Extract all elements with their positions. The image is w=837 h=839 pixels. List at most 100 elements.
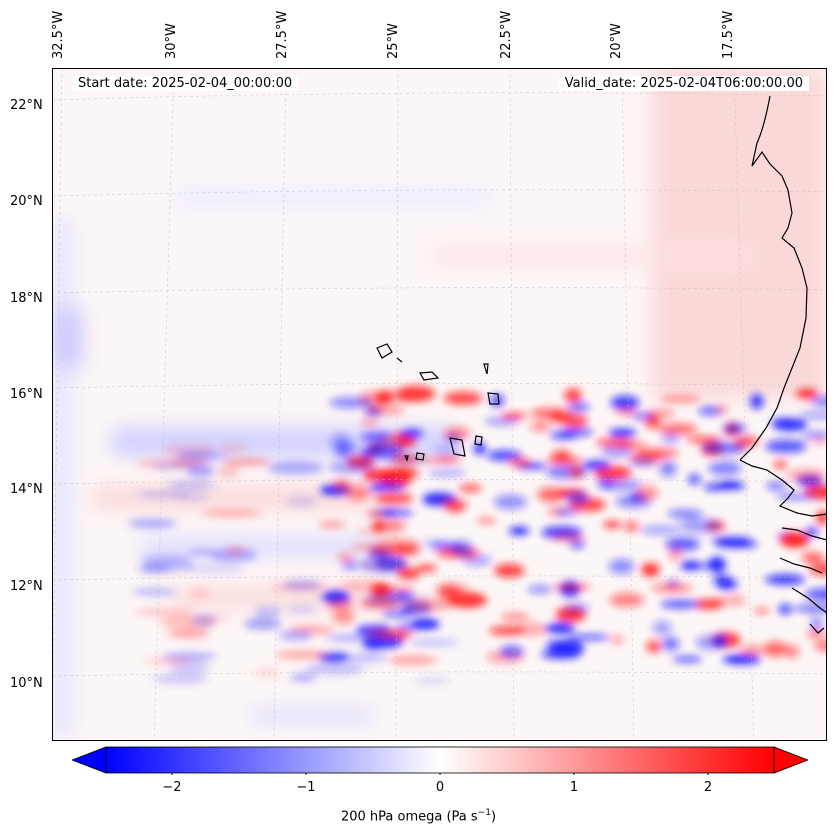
lat-label-10n: 10°N bbox=[10, 676, 43, 691]
updraft-cell bbox=[763, 641, 788, 657]
updraft-cell bbox=[145, 658, 193, 665]
downdraft-cell bbox=[153, 673, 209, 685]
downdraft-cell bbox=[450, 540, 473, 556]
downdraft-cell bbox=[672, 656, 703, 663]
downdraft-cell bbox=[395, 621, 422, 632]
updraft-cell bbox=[339, 579, 384, 593]
colorbar-max-extension bbox=[773, 746, 808, 774]
downdraft-cell bbox=[608, 558, 635, 574]
updraft-cell bbox=[501, 412, 527, 419]
downdraft-cell bbox=[659, 460, 677, 477]
updraft-cell bbox=[569, 466, 584, 479]
downdraft-cell bbox=[363, 592, 417, 606]
downdraft-cell bbox=[723, 423, 747, 434]
updraft-cell bbox=[275, 650, 330, 660]
updraft-cell bbox=[739, 645, 765, 657]
downdraft-cell bbox=[191, 613, 217, 628]
updraft-cell bbox=[773, 460, 787, 469]
lon-label-20w: 20°W bbox=[609, 23, 624, 59]
updraft-cell bbox=[416, 564, 437, 572]
downdraft-cell bbox=[665, 537, 700, 551]
downdraft-cell bbox=[602, 479, 642, 491]
downdraft-cell bbox=[565, 491, 590, 504]
colorbar-tick-2: 2 bbox=[703, 780, 713, 795]
updraft-cell bbox=[443, 391, 483, 405]
downdraft-cell bbox=[640, 525, 681, 535]
downdraft-cell bbox=[254, 606, 282, 618]
downdraft-cell bbox=[680, 560, 701, 571]
downdraft-cell bbox=[342, 561, 358, 570]
colorbar-tick-neg2: −2 bbox=[162, 780, 182, 795]
colorbar bbox=[72, 746, 808, 775]
updraft-cell bbox=[344, 484, 372, 501]
updraft-cell bbox=[551, 450, 572, 461]
updraft-cell bbox=[435, 583, 469, 594]
downdraft-cell bbox=[420, 538, 451, 548]
downdraft-cell bbox=[382, 610, 416, 617]
updraft-cell bbox=[189, 587, 211, 599]
downdraft-cell bbox=[490, 393, 505, 408]
downdraft-cell bbox=[334, 442, 356, 459]
updraft-cell bbox=[217, 465, 240, 478]
updraft-cell bbox=[476, 517, 497, 524]
downdraft-cell bbox=[567, 634, 611, 641]
updraft-cell bbox=[754, 607, 770, 614]
lat-label-16n: 16°N bbox=[10, 387, 43, 402]
lat-label-18n: 18°N bbox=[10, 291, 43, 306]
updraft-cell bbox=[433, 496, 470, 506]
lon-label-17-5w: 17.5°W bbox=[721, 10, 736, 59]
updraft-cell bbox=[202, 509, 262, 517]
updraft-cell bbox=[806, 630, 826, 639]
updraft-cell bbox=[489, 626, 525, 635]
downdraft-cell bbox=[370, 483, 406, 491]
updraft-cell bbox=[327, 598, 354, 612]
downdraft-cell bbox=[775, 493, 818, 500]
updraft-cell bbox=[715, 405, 729, 414]
colorbar-min-extension bbox=[72, 746, 107, 774]
updraft-cell bbox=[459, 484, 482, 493]
updraft-cell bbox=[636, 485, 658, 501]
updraft-cell bbox=[710, 598, 727, 608]
lon-label-22-5w: 22.5°W bbox=[499, 10, 514, 59]
updraft-cell bbox=[225, 546, 246, 556]
updraft-cell bbox=[801, 552, 825, 563]
updraft-cell bbox=[332, 610, 355, 625]
updraft-cell bbox=[365, 629, 417, 638]
downdraft-cell bbox=[765, 574, 805, 585]
downdraft-cell bbox=[187, 548, 217, 556]
downdraft-cell bbox=[169, 661, 210, 675]
updraft-cell bbox=[609, 592, 645, 608]
downdraft-cell bbox=[345, 652, 389, 664]
downdraft-cell bbox=[701, 441, 746, 455]
downdraft-cell bbox=[128, 519, 177, 528]
downdraft-cell bbox=[493, 494, 527, 510]
updraft-cell bbox=[219, 444, 247, 453]
updraft-cell bbox=[779, 532, 810, 548]
updraft-cell bbox=[635, 448, 679, 459]
colorbar-tick-0: 0 bbox=[435, 780, 445, 795]
lon-label-30w: 30°W bbox=[164, 23, 179, 59]
downdraft-cell bbox=[660, 599, 701, 609]
convective-cells bbox=[128, 385, 827, 685]
downdraft-cell bbox=[554, 508, 579, 516]
lat-label-12n: 12°N bbox=[10, 579, 43, 594]
colorbar-tick-neg1: −1 bbox=[296, 780, 316, 795]
updraft-cell bbox=[508, 457, 532, 468]
downdraft-cell bbox=[661, 432, 680, 445]
lon-label-27-5w: 27.5°W bbox=[275, 10, 290, 59]
downdraft-cell bbox=[473, 442, 486, 455]
coastlines bbox=[376, 95, 827, 634]
downdraft-cell bbox=[687, 473, 701, 485]
updraft-cell bbox=[610, 635, 624, 645]
downdraft-cell bbox=[554, 621, 570, 633]
updraft-cell bbox=[813, 639, 827, 652]
updraft-cell bbox=[564, 388, 582, 403]
updraft-cell bbox=[134, 608, 195, 617]
downdraft-cell bbox=[382, 509, 396, 516]
updraft-cell bbox=[501, 613, 530, 621]
updraft-cell bbox=[784, 644, 800, 659]
updraft-cell bbox=[651, 583, 693, 593]
downdraft-cell bbox=[278, 630, 313, 641]
downdraft-cell bbox=[325, 634, 377, 642]
updraft-cell bbox=[593, 466, 632, 480]
